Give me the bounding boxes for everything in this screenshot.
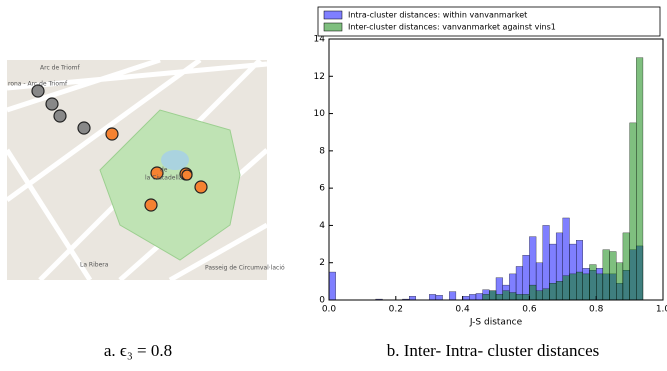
y-tick-label: 10 (314, 109, 326, 119)
bar (449, 292, 456, 300)
bar (536, 291, 543, 300)
bar (529, 285, 536, 300)
y-tick-label: 4 (319, 221, 325, 231)
bar (409, 296, 416, 300)
x-tick-label: 0.6 (522, 305, 537, 315)
map-label: La Ribera (80, 262, 109, 269)
x-tick-label: 0.4 (455, 305, 470, 315)
bar (576, 272, 583, 300)
y-tick-label: 8 (319, 146, 325, 156)
bar (496, 294, 503, 300)
bar (436, 295, 443, 300)
bar (630, 123, 637, 300)
bar (469, 294, 476, 300)
x-tick-label: 0.0 (322, 305, 337, 315)
bar (569, 274, 576, 300)
bar (476, 293, 483, 300)
bar (623, 233, 630, 300)
bar (583, 274, 590, 300)
y-tick-label: 6 (319, 184, 325, 194)
legend-label: Inter-cluster distances: vanvanmarket ag… (348, 23, 556, 32)
x-axis-label: J-S distance (469, 318, 523, 328)
map-label: la Ciutadella (145, 175, 183, 182)
legend-swatch (324, 11, 342, 19)
bar (329, 272, 336, 300)
bar (543, 289, 550, 300)
bar (590, 265, 597, 300)
bar (556, 281, 563, 300)
legend: Intra-cluster distances: within vanvanma… (318, 7, 660, 36)
bar (483, 294, 490, 300)
bar (516, 294, 523, 300)
bar (636, 58, 643, 300)
bar (489, 291, 496, 300)
bar (509, 293, 516, 300)
map-label: Passeig de Circumval·lació (205, 265, 285, 272)
bar (523, 255, 530, 300)
x-tick-label: 0.8 (589, 305, 604, 315)
bar (563, 276, 570, 300)
legend-swatch (324, 23, 342, 31)
map-label: Arc de Triomf (40, 65, 80, 72)
bar (610, 252, 617, 300)
map-label: rona - Arc de Triomf (8, 81, 68, 88)
caption: a. ϵ₃ = 0.8 (104, 341, 172, 360)
bar (429, 294, 436, 300)
bar (549, 283, 556, 300)
x-tick-label: 1.0 (656, 305, 667, 315)
bar (603, 250, 610, 300)
x-tick-label: 0.2 (389, 305, 403, 315)
y-tick-label: 12 (314, 72, 325, 82)
bar (463, 296, 470, 300)
map: Arc de Triomf rona - Arc de Triomf de la… (7, 60, 285, 280)
map-label: de (160, 167, 168, 174)
bar (596, 274, 603, 300)
legend-label: Intra-cluster distances: within vanvanma… (348, 11, 527, 20)
figure: Arc de Triomf rona - Arc de Triomf de la… (0, 0, 667, 367)
y-tick-label: 2 (319, 258, 325, 268)
bar (616, 263, 623, 300)
caption: b. Inter- Intra- cluster distances (387, 341, 600, 360)
bar (523, 294, 530, 300)
bar (503, 291, 510, 300)
